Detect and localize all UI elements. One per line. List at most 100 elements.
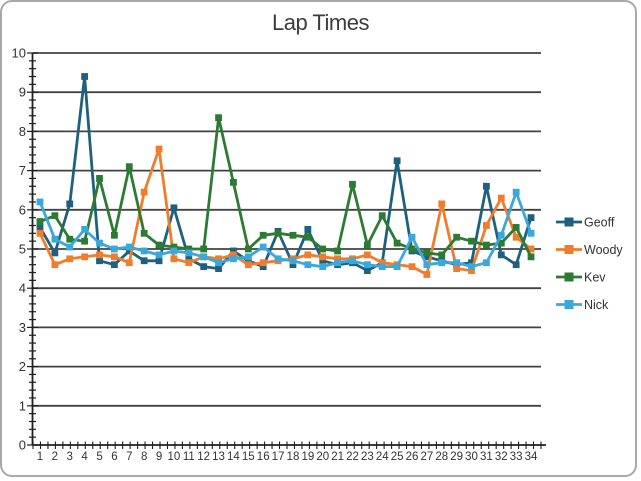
series-line [38, 190, 533, 268]
data-point-marker [274, 229, 282, 237]
data-point-marker [438, 200, 446, 208]
x-axis-label: 15 [242, 451, 255, 463]
x-axis-label: 32 [495, 451, 508, 463]
data-point-marker [230, 247, 237, 255]
data-point-marker [51, 212, 59, 220]
x-axis-label: 2 [52, 451, 58, 463]
data-point-marker [334, 247, 341, 255]
data-point-marker [453, 265, 461, 272]
x-axis-label: 3 [67, 451, 73, 463]
series-woody [36, 145, 535, 278]
y-axis-label: 3 [19, 320, 26, 335]
data-point-marker [36, 218, 44, 225]
data-point-marker [363, 251, 371, 259]
data-point-marker [215, 259, 222, 267]
data-point-marker [483, 259, 490, 267]
data-point-marker [497, 231, 505, 239]
data-point-marker [155, 145, 163, 153]
data-point-marker [259, 259, 267, 267]
data-point-marker [170, 204, 178, 212]
data-point-marker [66, 200, 74, 208]
data-point-marker [36, 229, 44, 237]
series-line [38, 75, 533, 272]
data-point-marker [527, 245, 535, 253]
y-axis-label: 7 [19, 163, 26, 178]
data-point-marker [378, 259, 386, 267]
data-point-marker [200, 245, 208, 253]
data-point-marker [230, 178, 237, 186]
data-point-marker [185, 249, 193, 257]
data-point-marker [363, 261, 371, 269]
data-point-marker [170, 255, 178, 263]
data-point-marker [170, 243, 178, 251]
data-point-marker [140, 247, 148, 255]
legend-label: Nick [584, 298, 609, 312]
data-point-marker [363, 241, 371, 249]
chart-title: Lap Times [272, 10, 370, 35]
data-point-marker [36, 224, 44, 231]
data-point-marker [215, 265, 222, 272]
data-point-marker [468, 259, 475, 267]
data-point-marker [468, 263, 475, 271]
data-point-marker [408, 233, 416, 241]
x-axis-label: 26 [406, 451, 419, 463]
data-point-marker [230, 251, 237, 259]
y-axis-label: 5 [19, 242, 26, 257]
legend-label: Kev [584, 271, 606, 285]
data-point-marker [334, 259, 341, 267]
x-axis-label: 11 [183, 451, 195, 463]
data-point-marker [274, 255, 282, 263]
x-axis-label: 20 [316, 451, 329, 463]
x-axis-label: 31 [480, 451, 493, 463]
data-point-marker [200, 263, 208, 271]
legend-label: Woody [584, 243, 623, 257]
data-point-marker [215, 114, 222, 122]
data-point-marker [51, 249, 59, 257]
data-point-marker [289, 257, 297, 265]
data-point-marker [453, 259, 461, 267]
data-point-marker [155, 241, 163, 249]
data-point-marker [423, 261, 431, 269]
legend-label: Geoff [584, 216, 615, 230]
data-point-marker [438, 251, 446, 259]
x-axis-label: 27 [420, 451, 433, 463]
data-point-marker [259, 263, 267, 271]
data-point-marker [36, 198, 44, 206]
x-axis-label: 17 [272, 451, 285, 463]
y-axis-label: 0 [19, 438, 26, 453]
data-point-marker [259, 231, 267, 239]
data-point-marker [96, 239, 103, 247]
y-axis-label: 6 [19, 202, 26, 217]
data-point-marker [66, 255, 74, 263]
data-point-marker [527, 253, 535, 261]
data-point-marker [289, 261, 297, 269]
y-axis-label: 2 [19, 359, 26, 374]
data-point-marker [96, 257, 103, 265]
data-point-marker [51, 261, 59, 269]
x-axis-label: 9 [156, 451, 162, 463]
data-point-marker [215, 255, 222, 263]
legend-item-geoff: Geoff [556, 216, 615, 230]
data-point-marker [81, 253, 89, 261]
data-point-marker [96, 251, 103, 259]
legend-marker-swatch [564, 272, 574, 282]
data-point-marker [111, 253, 118, 261]
data-point-marker [319, 253, 327, 261]
x-axis-label: 22 [346, 451, 359, 463]
legend-marker-swatch [564, 300, 574, 309]
gridlines [33, 52, 541, 407]
data-point-marker [185, 259, 193, 267]
data-point-marker [334, 255, 341, 263]
legend: Geoff Woody Kev Nick [556, 216, 623, 312]
data-point-marker [244, 245, 252, 253]
axes [27, 52, 546, 449]
x-axis-label: 23 [361, 451, 374, 463]
x-axis-label: 12 [197, 451, 210, 463]
data-point-marker [304, 251, 312, 259]
data-point-marker [125, 163, 133, 171]
data-point-marker [423, 271, 431, 278]
data-point-marker [319, 263, 327, 271]
x-axis-label: 5 [96, 451, 102, 463]
